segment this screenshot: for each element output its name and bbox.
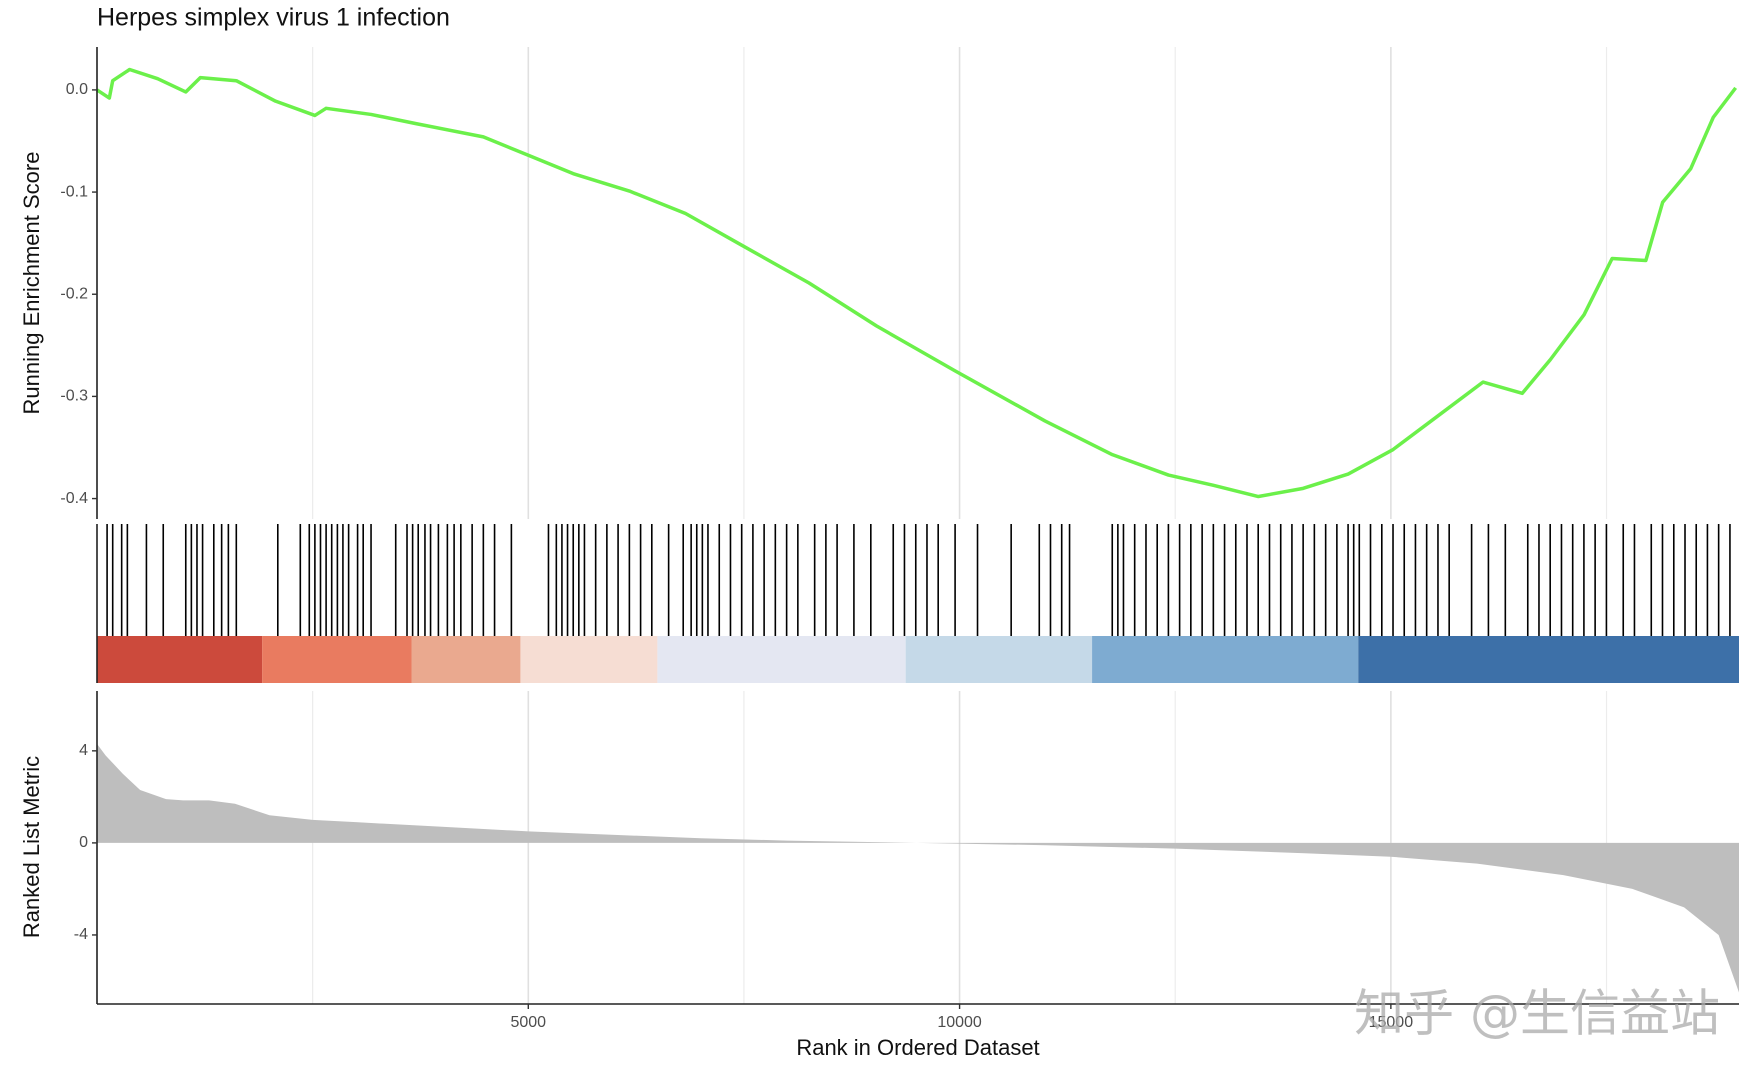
- metric-area: [97, 743, 1739, 993]
- es-line: [96, 67, 1738, 499]
- color-band: [520, 636, 658, 683]
- color-band: [97, 636, 263, 683]
- y-axis-title: Ranked List Metric: [19, 756, 44, 938]
- color-band: [1092, 636, 1359, 683]
- y-tick-label: 0: [79, 834, 88, 851]
- color-band: [1358, 636, 1739, 683]
- y-tick-label: -4: [74, 926, 88, 943]
- color-band: [657, 636, 906, 683]
- y-tick-label: -0.3: [60, 388, 88, 405]
- y-tick-label: -0.1: [60, 183, 88, 200]
- x-tick-label: 10000: [937, 1014, 982, 1031]
- color-band: [411, 636, 521, 683]
- y-axis-title: Running Enrichment Score: [19, 152, 44, 415]
- y-tick-label: -0.4: [60, 490, 88, 507]
- color-band: [262, 636, 412, 683]
- x-axis-title: Rank in Ordered Dataset: [796, 1035, 1039, 1060]
- y-tick-label: 4: [79, 742, 88, 759]
- watermark: 知乎 @生信益站: [1354, 985, 1720, 1043]
- color-band: [905, 636, 1093, 683]
- y-tick-label: 0.0: [66, 81, 88, 98]
- y-tick-label: -0.2: [60, 285, 88, 302]
- x-tick-label: 5000: [510, 1014, 546, 1031]
- x-tick-label: 15000: [1369, 1014, 1414, 1031]
- chart-title: Herpes simplex virus 1 infection: [97, 4, 450, 32]
